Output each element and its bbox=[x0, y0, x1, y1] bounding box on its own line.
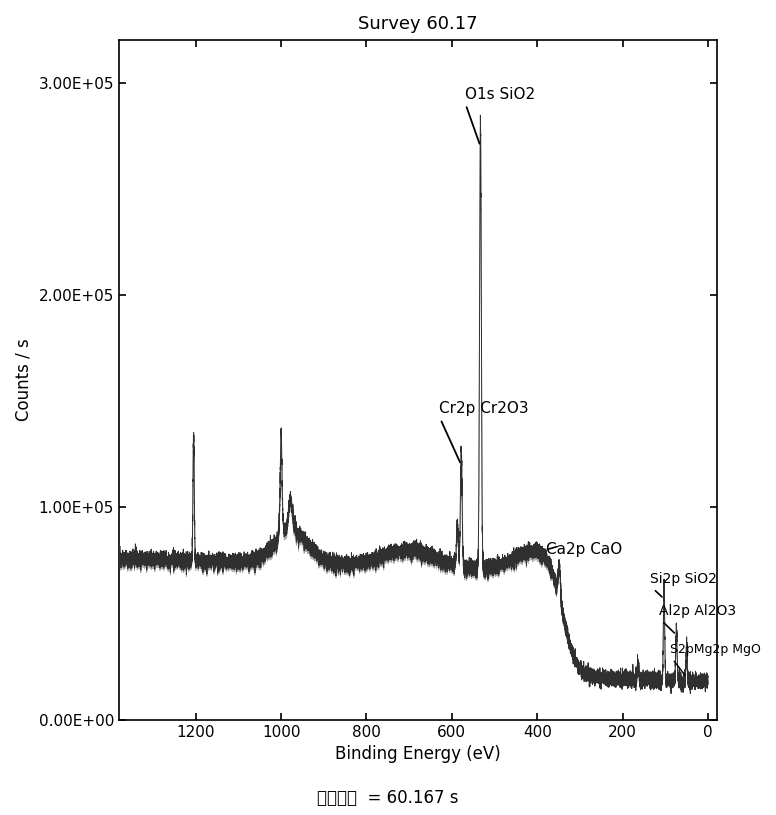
Text: Si2p SiO2: Si2p SiO2 bbox=[650, 572, 717, 597]
Text: Ca2p CaO: Ca2p CaO bbox=[546, 543, 622, 557]
Text: 刷蛀时间  = 60.167 s: 刷蛀时间 = 60.167 s bbox=[317, 789, 459, 807]
Text: Cr2p Cr2O3: Cr2p Cr2O3 bbox=[439, 401, 528, 462]
X-axis label: Binding Energy (eV): Binding Energy (eV) bbox=[334, 746, 501, 764]
Text: Al2p Al2O3: Al2p Al2O3 bbox=[659, 604, 736, 633]
Text: S2pMg2p MgO: S2pMg2p MgO bbox=[670, 643, 761, 675]
Y-axis label: Counts / s: Counts / s bbox=[15, 339, 33, 421]
Title: Survey 60.17: Survey 60.17 bbox=[358, 15, 477, 33]
Text: O1s SiO2: O1s SiO2 bbox=[465, 86, 535, 143]
